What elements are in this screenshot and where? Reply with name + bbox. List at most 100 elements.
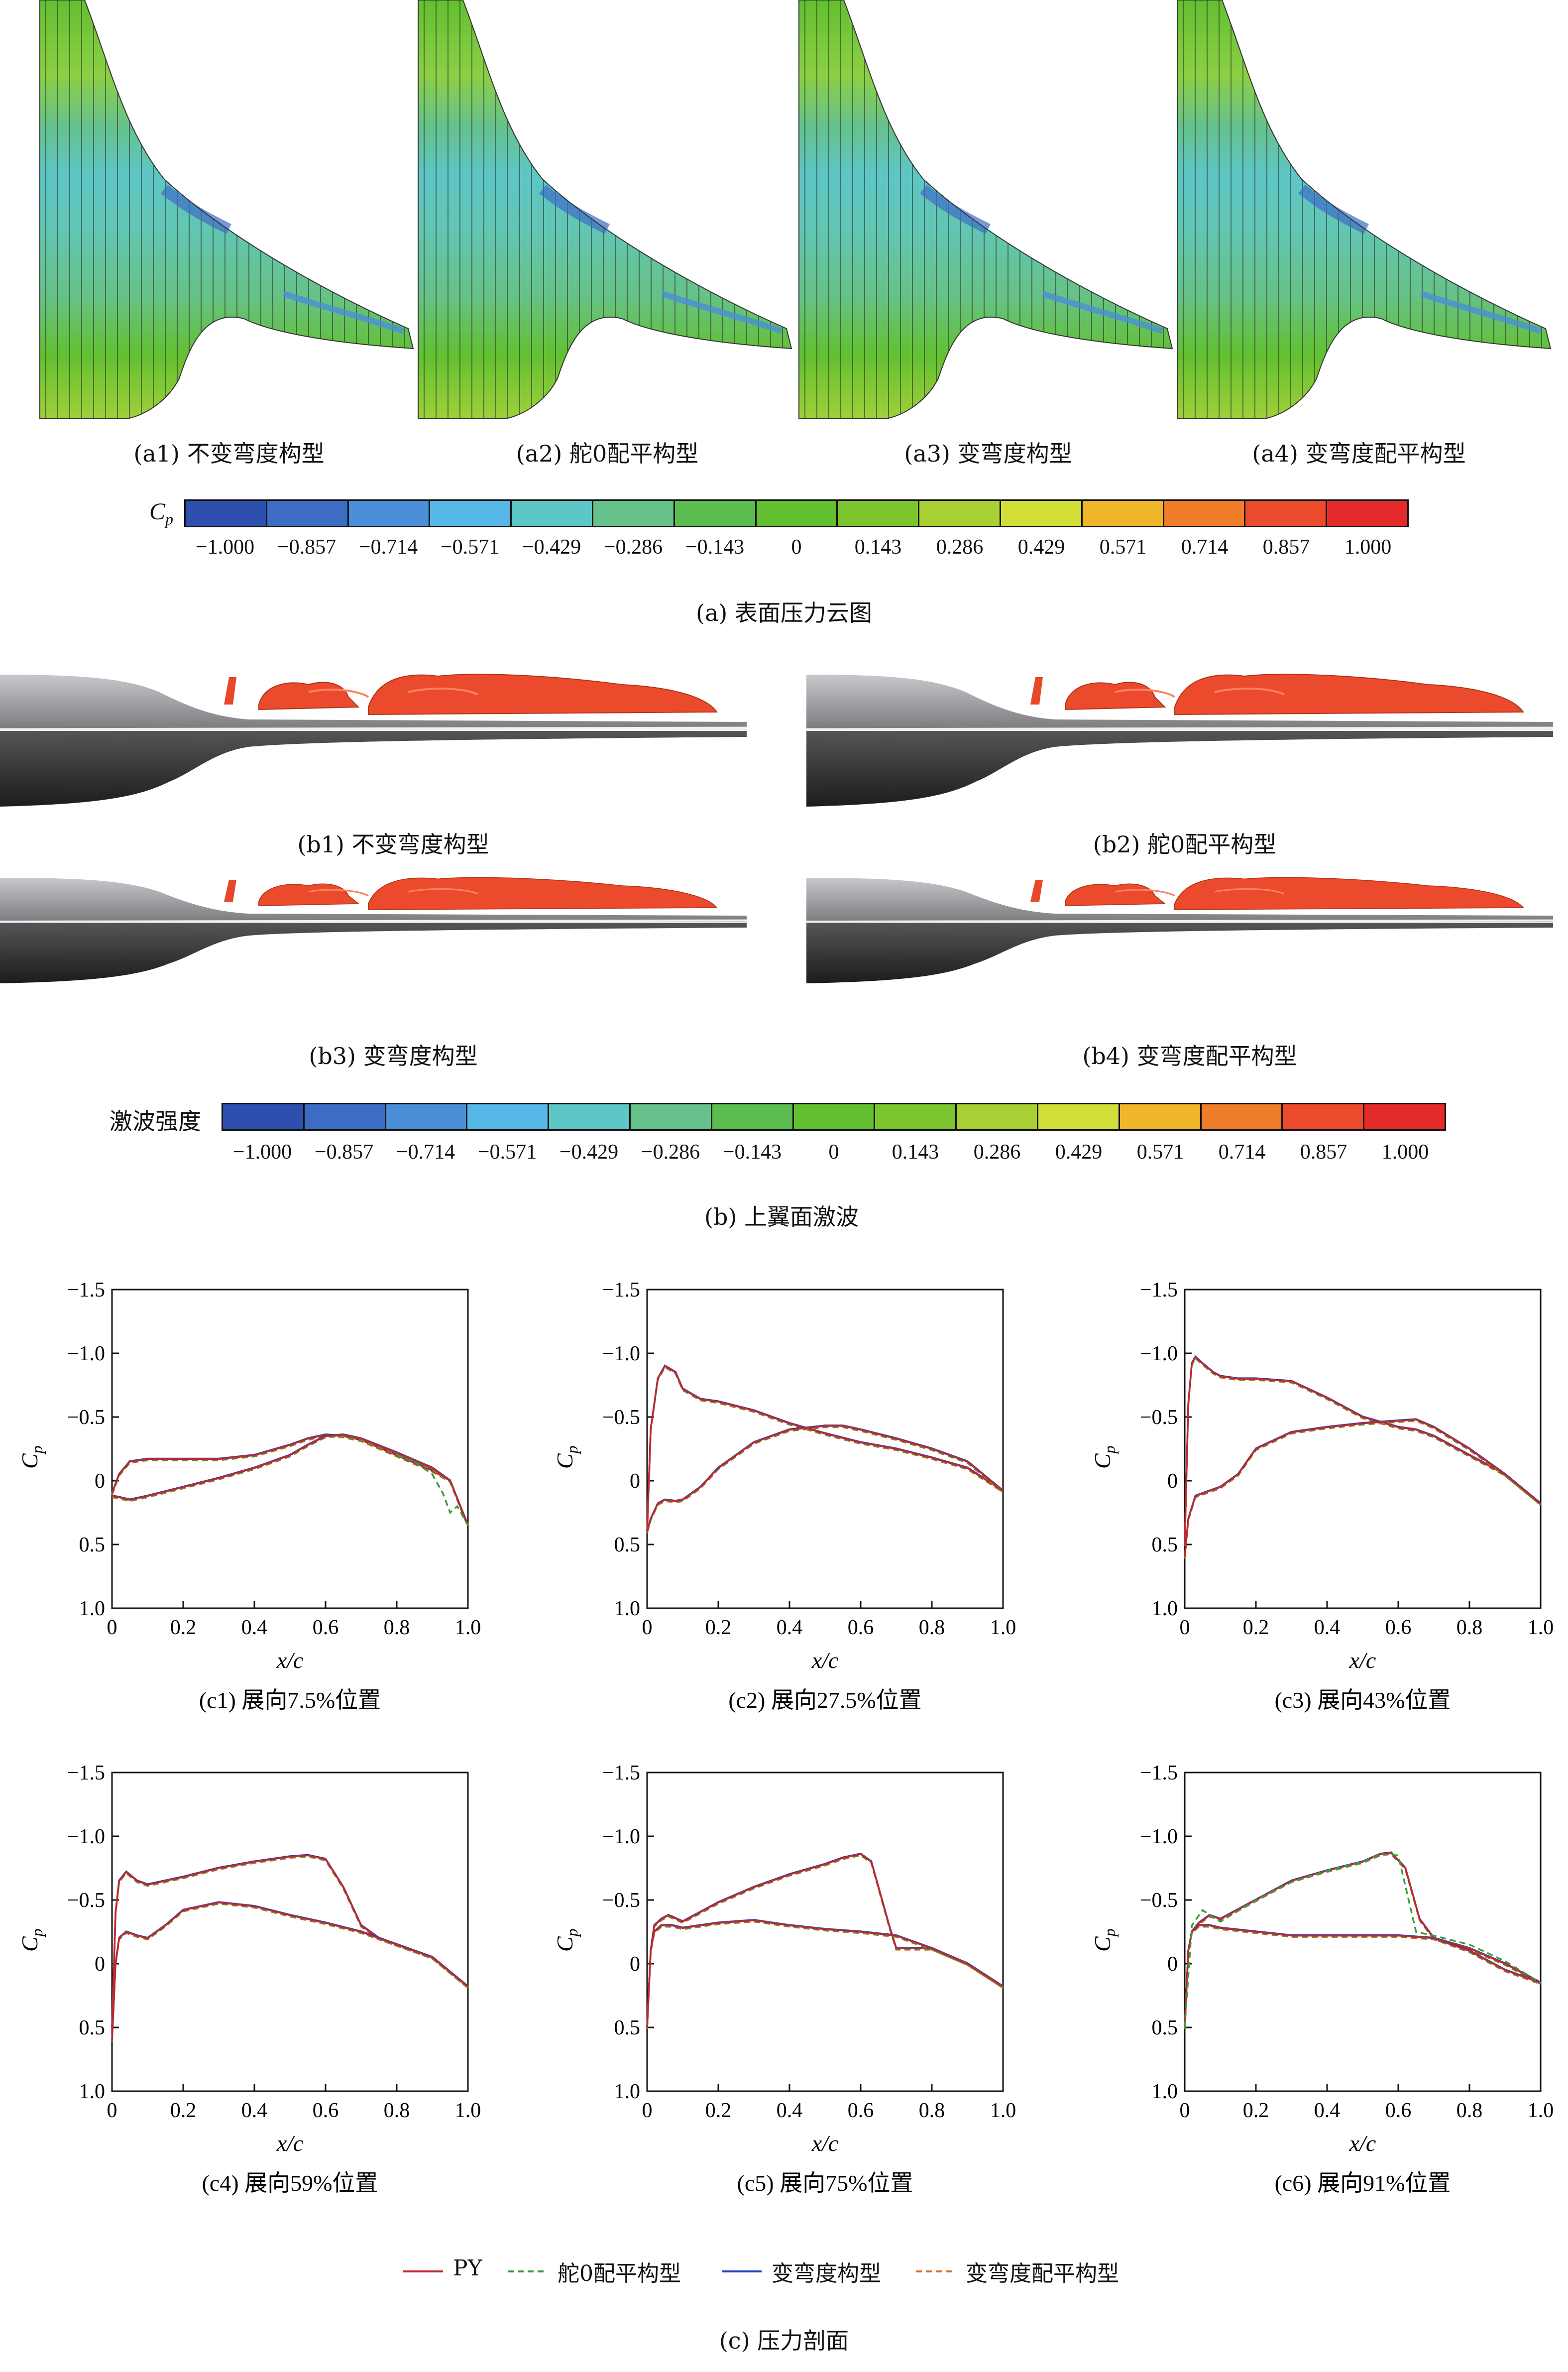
y-tick-label: −1.0	[602, 1342, 640, 1365]
legend: PY 舵0配平构型 变弯度构型 变弯度配平构型	[388, 2255, 1185, 2286]
x-tick-label: 0.4	[1314, 2099, 1341, 2122]
series-line	[1184, 1924, 1541, 2028]
caption-b2: (b2) 舵0配平构型	[1093, 831, 1277, 858]
x-tick-label: 0.2	[170, 1616, 197, 1639]
y-tick-label: 0.5	[1152, 2016, 1178, 2039]
colorbar-segment	[267, 501, 349, 526]
plot-frame	[1184, 1772, 1542, 2092]
colorbar-tick-label: 1.000	[1381, 1141, 1429, 1164]
chart-caption: (c1) 展向7.5%位置	[199, 1687, 381, 1713]
y-axis-label: Cp	[1090, 1928, 1119, 1952]
colorbar-tick-label: −0.143	[722, 1141, 782, 1164]
x-tick-label: 0.4	[241, 1616, 268, 1639]
x-tick-label: 0.6	[1385, 2099, 1412, 2122]
series-line	[111, 1855, 469, 2028]
y-tick-label: 1.0	[614, 1597, 641, 1620]
y-tick-label: 0.5	[614, 2016, 641, 2039]
plot-frame	[646, 1289, 1004, 1609]
x-tick-label: 0.2	[705, 1616, 732, 1639]
colorbar-b-ticks: −1.000 −0.857 −0.714 −0.571 −0.429 −0.286 −0.1…	[0, 1140, 1568, 1170]
caption-a2: (a2) 舵0配平构型	[516, 440, 699, 467]
x-axis-label: x/c	[1349, 1648, 1376, 1673]
colorbar-segment	[186, 501, 267, 526]
x-axis-label: x/c	[811, 2131, 839, 2156]
legend-lines	[403, 2270, 956, 2272]
series-line	[112, 1433, 469, 1526]
chart-caption: (c5) 展向75%位置	[737, 2170, 913, 2196]
colorbar-tick-label: −1.000	[232, 1141, 292, 1164]
series-line	[111, 1434, 469, 1527]
pressure-chart-c1: −1.5−1.0−0.500.51.00 0.2 0.4 0.6 0.8 1.0Cpx/c…	[17, 1279, 481, 1713]
y-tick-label: −1.0	[67, 1342, 105, 1365]
colorbar-segment	[756, 501, 838, 526]
y-tick-label: −1.5	[67, 1762, 105, 1784]
plot-frame	[646, 1772, 1004, 2092]
colorbar-segment	[1120, 1104, 1202, 1129]
series-line	[1184, 1925, 1541, 2028]
x-tick-label: 0	[642, 1616, 653, 1639]
y-tick-label: 0	[1167, 1953, 1178, 1976]
colorbar-tick-label: −0.143	[685, 536, 745, 559]
series-line	[1184, 1926, 1541, 2029]
caption-a4: (a4) 变弯度配平构型	[1252, 440, 1466, 467]
y-tick-label: −0.5	[1140, 1406, 1178, 1429]
y-tick-label: 0	[95, 1953, 105, 1976]
x-tick-label: 0.4	[777, 2099, 803, 2122]
y-tick-label: 0.5	[79, 2016, 106, 2039]
caption-b3: (b3) 变弯度构型	[309, 1043, 478, 1069]
y-tick-label: 1.0	[614, 2080, 641, 2103]
y-axis-label: Cp	[1090, 1445, 1119, 1469]
y-tick-label: 1.0	[79, 1597, 106, 1620]
series-line	[1184, 1419, 1542, 1557]
series-line	[646, 1920, 1004, 2028]
caption-c: (c) 压力剖面	[719, 2327, 849, 2354]
series-line	[646, 1920, 1004, 2029]
series-line	[1184, 1355, 1542, 1544]
series-line	[646, 1854, 1004, 2029]
colorbar-tick-label: −0.857	[314, 1141, 374, 1164]
x-axis-label: x/c	[276, 2131, 304, 2156]
x-tick-label: 0	[1180, 1616, 1190, 1639]
series-line	[111, 1901, 469, 2040]
y-tick-label: −1.5	[1140, 1762, 1178, 1784]
x-tick-label: 0	[642, 2099, 653, 2122]
x-tick-label: 0	[107, 1616, 117, 1639]
colorbar-tick-label: 0.429	[1055, 1141, 1103, 1164]
colorbar-segment	[549, 1104, 631, 1129]
y-axis-label: Cp	[17, 1445, 46, 1469]
y-tick-label: −0.5	[67, 1889, 105, 1912]
x-tick-label: 0.8	[919, 2099, 945, 2122]
plot-frame	[111, 1289, 469, 1609]
colorbar-a	[184, 499, 1409, 527]
series-line	[111, 1434, 469, 1526]
colorbar-tick-label: −0.571	[440, 536, 500, 559]
caption-a1: (a1) 不变弯度构型	[133, 440, 325, 467]
colorbar-tick-label: 0.571	[1099, 536, 1147, 559]
series-line	[1184, 1852, 1541, 2028]
x-tick-label: 0.2	[1243, 1616, 1269, 1639]
colorbar-segment	[793, 1104, 876, 1129]
y-tick-label: −1.0	[1140, 1825, 1178, 1848]
x-tick-label: 0.8	[1456, 2099, 1483, 2122]
x-tick-label: 1.0	[990, 1616, 1016, 1639]
x-tick-label: 0.6	[313, 1616, 339, 1639]
colorbar-tick-label: 0	[828, 1141, 839, 1164]
series-line	[1184, 1419, 1542, 1558]
colorbar-segment	[957, 1104, 1038, 1129]
y-tick-label: −1.5	[602, 1279, 640, 1302]
chart-caption: (c2) 展向27.5%位置	[728, 1687, 921, 1713]
series-line	[646, 1852, 1004, 2027]
y-tick-label: 0.5	[1152, 1534, 1178, 1556]
y-tick-label: −1.0	[602, 1825, 640, 1848]
colorbar-tick-label: −0.429	[559, 1141, 619, 1164]
y-tick-label: 0.5	[79, 1534, 106, 1556]
series-line	[1184, 1420, 1542, 1559]
y-tick-label: 0.5	[614, 1534, 641, 1556]
colorbar-segment	[1245, 501, 1328, 526]
y-tick-label: −0.5	[602, 1889, 640, 1912]
x-tick-label: 1.0	[1528, 2099, 1554, 2122]
series-line	[646, 1424, 1004, 1532]
colorbar-segment	[919, 501, 1001, 526]
colorbar-tick-label: −1.000	[195, 536, 255, 559]
x-tick-label: 0.6	[1385, 1616, 1412, 1639]
